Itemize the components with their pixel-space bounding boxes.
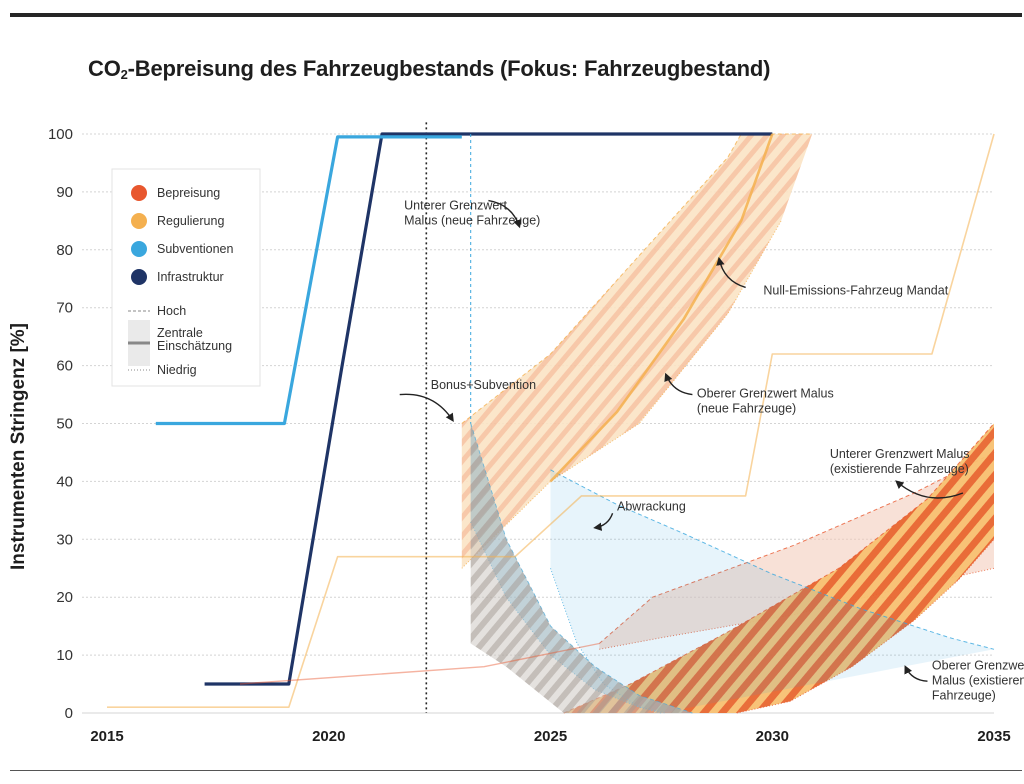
- y-tick-label-70: 70: [56, 300, 73, 317]
- y-tick-label-100: 100: [48, 126, 73, 143]
- y-tick-label-40: 40: [56, 473, 73, 490]
- series-line-subventionen-2: [155, 135, 462, 426]
- y-tick-label-80: 80: [56, 242, 73, 259]
- annotation-arrow-4: [664, 372, 693, 396]
- y-tick-label-50: 50: [56, 416, 73, 433]
- annotation-1-line-1: Unterer Grenzwert: [404, 198, 507, 212]
- legend-label-hoch: Hoch: [157, 304, 186, 318]
- legend-label-zentrale-line-1: Zentrale: [157, 326, 203, 340]
- bottom-rule: [10, 770, 1022, 771]
- legend-label-zentrale-line-2: Einschätzung: [157, 339, 232, 353]
- annotation-2: Null-Emissions-Fahrzeug Mandat: [763, 283, 948, 297]
- legend-dot-infrastruktur: [131, 269, 147, 285]
- series-lines: [107, 132, 995, 709]
- annotation-arrow-1: [488, 199, 522, 229]
- annotation-7-line-1: Oberer Grenzwert: [932, 659, 1024, 673]
- y-tick-label-90: 90: [56, 184, 73, 201]
- legend-label-subventionen: Subventionen: [157, 242, 234, 256]
- annotation-1: Unterer Grenzwert Malus (neue Fahrzeuge): [404, 198, 540, 227]
- y-tick-labels: 0 10 20 30 40 50 60 70 80 90 100: [48, 126, 73, 722]
- annotation-4: Oberer Grenzwert Malus (neue Fahrzeuge): [697, 386, 834, 415]
- title-main: CO: [88, 56, 121, 81]
- x-tick-label-2035: 2035: [977, 728, 1010, 745]
- band-overlap-hatch: [470, 423, 693, 713]
- x-tick-label-2020: 2020: [312, 728, 345, 745]
- bands: [461, 133, 995, 714]
- legend-label-zentrale: Zentrale Einschätzung: [157, 326, 232, 353]
- y-tick-label-30: 30: [56, 531, 73, 548]
- annotation-7-line-2: Malus (existierende: [932, 674, 1024, 688]
- annotation-arrow-7: [904, 665, 928, 682]
- title-rest: -Bepreisung des Fahrzeugbestands (Fokus:…: [127, 56, 771, 81]
- series-line-regulierung-4: [549, 133, 774, 483]
- band-upper-subventionen-5: [550, 469, 995, 650]
- x-tick-label-2025: 2025: [534, 728, 567, 745]
- annotation-4-line-2: (neue Fahrzeuge): [697, 401, 796, 415]
- annotation-7-line-3: Fahrzeuge): [932, 689, 996, 703]
- title-subscript: 2: [120, 67, 128, 82]
- chart-title: CO2-Bepreisung des Fahrzeugbestands (Fok…: [88, 56, 770, 82]
- annotation-3-line-1: Bonus+Subvention: [431, 378, 536, 392]
- band-lower-bepreisung-3: [736, 538, 995, 714]
- annotations: Unterer Grenzwert Malus (neue Fahrzeuge) N…: [399, 198, 1024, 703]
- annotation-arrow-5: [895, 480, 964, 499]
- x-tick-label-2015: 2015: [90, 728, 123, 745]
- annotation-3: Bonus+Subvention: [431, 378, 536, 392]
- annotation-arrow-6: [593, 512, 614, 531]
- legend-label-regulierung: Regulierung: [157, 214, 224, 228]
- legend: Bepreisung Regulierung Subventionen Infrast…: [111, 168, 261, 387]
- annotation-2-line-1: Null-Emissions-Fahrzeug Mandat: [763, 283, 948, 297]
- legend-label-bepreisung: Bepreisung: [157, 186, 220, 200]
- annotation-arrow-2: [716, 256, 746, 289]
- y-tick-label-10: 10: [56, 647, 73, 664]
- top-rule: [10, 13, 1022, 17]
- y-tick-label-20: 20: [56, 589, 73, 606]
- x-tick-label-2030: 2030: [756, 728, 789, 745]
- band-upper-bepreisung-3: [563, 423, 995, 714]
- legend-dot-subventionen: [131, 241, 147, 257]
- series-line-bepreisung-5: [239, 642, 600, 685]
- y-tick-label-0: 0: [65, 705, 73, 722]
- series-line-regulierung-3: [107, 133, 995, 709]
- band-regulierung-1: [461, 134, 813, 569]
- legend-label-niedrig: Niedrig: [157, 363, 197, 377]
- legend-label-infrastruktur: Infrastruktur: [157, 270, 224, 284]
- annotation-5-line-1: Unterer Grenzwert Malus: [830, 447, 970, 461]
- annotation-1-line-2: Malus (neue Fahrzeuge): [404, 213, 540, 227]
- legend-dot-bepreisung: [131, 185, 147, 201]
- annotation-6-line-1: Abwrackung: [617, 499, 686, 513]
- annotation-6: Abwrackung: [617, 499, 686, 513]
- y-tick-label-60: 60: [56, 358, 73, 375]
- annotation-arrow-3: [399, 393, 454, 423]
- legend-dot-regulierung: [131, 213, 147, 229]
- annotation-4-line-1: Oberer Grenzwert Malus: [697, 386, 834, 400]
- band-subventionen-5: [550, 469, 994, 713]
- x-tick-labels: 2015 2020 2025 2030 2035: [90, 728, 1010, 745]
- series-line-infrastruktur-1: [204, 132, 773, 686]
- annotation-5: Unterer Grenzwert Malus (existierende Fah…: [830, 447, 970, 476]
- annotation-5-line-2: (existierende Fahrzeuge): [830, 462, 969, 476]
